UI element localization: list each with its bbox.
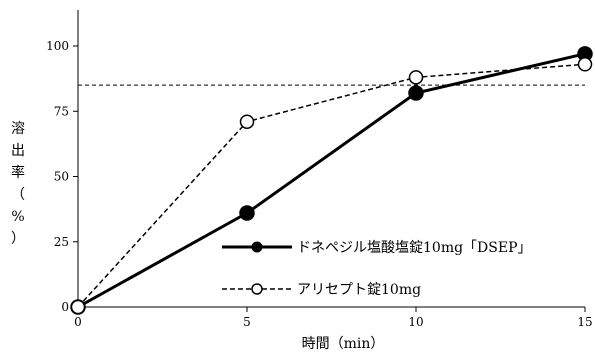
y-axis-title-char: ） (11, 231, 25, 247)
y-tick-label: 100 (46, 39, 69, 53)
series-2-point (239, 114, 255, 129)
legend: ドネペジル塩酸塩錠10mg「DSEP」 アリセプト錠10mg (222, 240, 532, 298)
x-tick-label: 10 (408, 315, 423, 329)
x-tick-label: 15 (577, 315, 592, 329)
legend-label-2: アリセプト錠10mg (297, 282, 421, 298)
legend-label-1: ドネペジル塩酸塩錠10mg「DSEP」 (297, 240, 532, 256)
series-1-line (77, 52, 586, 309)
series-1-point (239, 205, 255, 221)
y-axis-title-char: 出 (11, 143, 25, 159)
series-group (70, 46, 593, 315)
y-ticks: 0 25 50 75 100 (46, 39, 78, 314)
x-tick-label: 5 (243, 315, 251, 329)
y-axis-title-char: % (11, 209, 24, 225)
y-tick-label: 0 (61, 300, 69, 314)
y-axis-title-char: 率 (11, 164, 25, 181)
x-axis-title: 時間（min） (302, 336, 385, 352)
x-ticks: 0 5 10 15 (74, 307, 593, 329)
series-1-point (408, 85, 424, 101)
series-2-line (77, 63, 586, 308)
legend-item-2: アリセプト錠10mg (222, 282, 421, 298)
series-2-point (577, 57, 593, 72)
y-axis-title: 溶出率 （% ） (11, 121, 25, 247)
x-tick-label: 0 (74, 315, 82, 329)
y-tick-label: 75 (54, 104, 69, 118)
legend-marker-1 (251, 241, 263, 253)
y-tick-label: 25 (54, 235, 69, 249)
y-axis-title-char: 溶 (11, 121, 25, 137)
y-axis-title-char: （ (11, 187, 25, 203)
series-2-point (70, 299, 86, 315)
legend-marker-2 (251, 283, 263, 295)
y-tick-label: 50 (54, 170, 69, 184)
legend-item-1: ドネペジル塩酸塩錠10mg「DSEP」 (222, 240, 532, 256)
axes (77, 10, 585, 308)
series-2-point (408, 70, 424, 85)
